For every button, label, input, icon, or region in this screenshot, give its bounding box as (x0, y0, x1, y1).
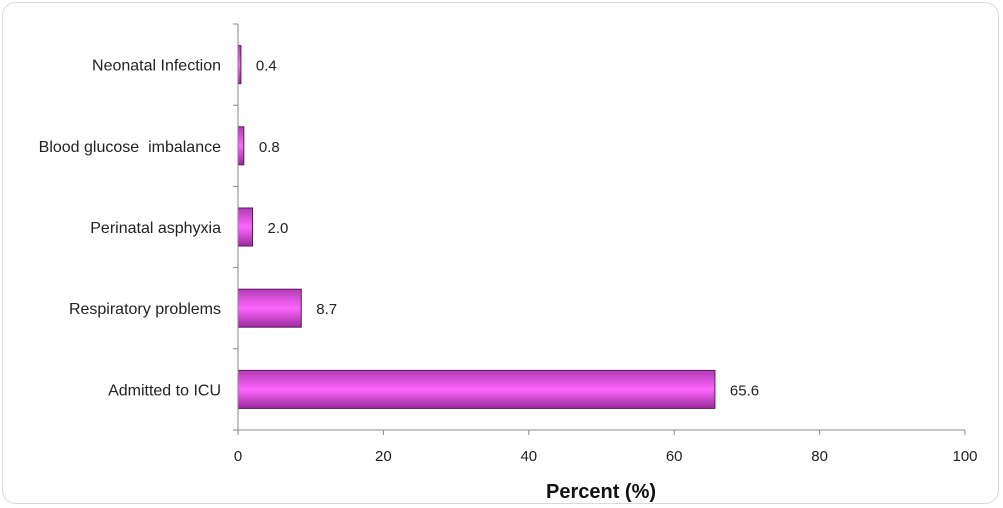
x-tick-label: 80 (811, 448, 828, 465)
x-tick-label: 40 (520, 448, 537, 465)
data-label: 2.0 (268, 220, 289, 237)
category-label: Respiratory problems (69, 301, 221, 318)
data-label: 8.7 (316, 301, 337, 318)
category-label: Perinatal asphyxia (90, 220, 221, 237)
x-axis-title: Percent (%) (546, 481, 656, 503)
labels-layer: 0 20 40 60 80 100 Neonatal Infection 0.4 Blood g… (39, 58, 978, 465)
category-label: Admitted to ICU (108, 382, 221, 399)
data-label: 0.4 (256, 58, 277, 75)
x-tick-label: 0 (234, 448, 242, 465)
axes-layer (233, 23, 966, 435)
x-tick-label: 60 (666, 448, 683, 465)
bar (237, 288, 302, 328)
x-tick-label: 100 (952, 448, 977, 465)
data-label: 65.6 (730, 382, 759, 399)
bars-layer (237, 45, 716, 409)
bar (237, 126, 245, 166)
bar (237, 369, 716, 409)
bar (237, 207, 254, 247)
category-label: Blood glucose imbalance (39, 139, 221, 156)
data-label: 0.8 (259, 139, 280, 156)
category-label: Neonatal Infection (92, 58, 221, 75)
x-tick-label: 20 (375, 448, 392, 465)
